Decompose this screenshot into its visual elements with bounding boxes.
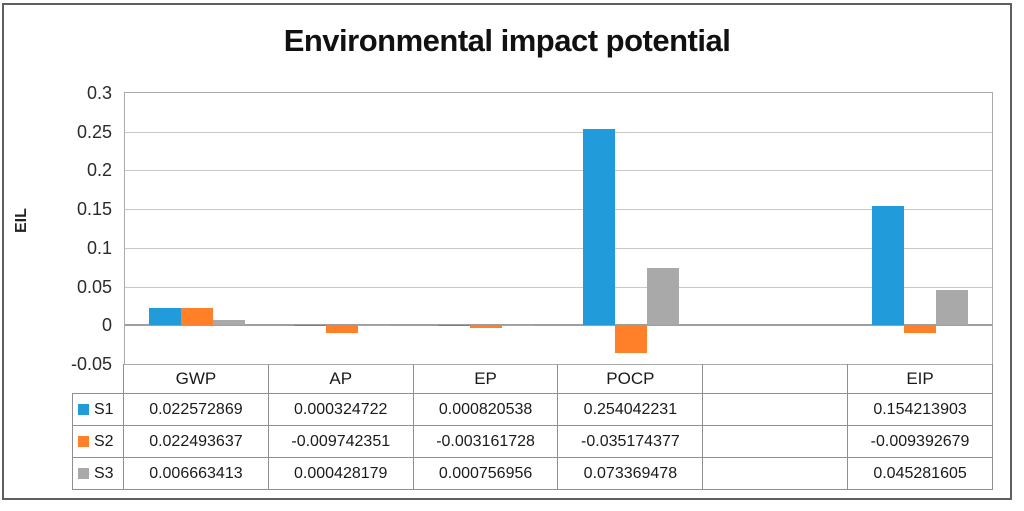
table-value: 0.000428179 <box>268 458 414 490</box>
y-tick-label: 0.15 <box>76 199 112 220</box>
table-value: 0.000324722 <box>268 394 414 426</box>
gridline <box>125 247 992 249</box>
table-value: 0.022572869 <box>124 394 269 426</box>
bar-s3-pocp <box>646 268 679 326</box>
bar-s2-ap <box>325 325 358 333</box>
table-value: -0.035174377 <box>558 426 704 458</box>
table-value: -0.003161728 <box>413 426 559 458</box>
legend-label: S2 <box>94 432 114 450</box>
table-value: 0.000820538 <box>413 394 559 426</box>
table-value: 0.006663413 <box>124 458 269 490</box>
bar-s2-pocp <box>614 325 647 353</box>
table-value <box>703 426 849 458</box>
bar-s3-eip <box>935 290 968 326</box>
table-value: -0.009742351 <box>268 426 414 458</box>
table-value: 0.073369478 <box>558 458 704 490</box>
y-axis-title-text: EIL <box>13 208 30 233</box>
legend-swatch-s2 <box>78 436 89 447</box>
gridline <box>125 209 992 211</box>
gridline <box>125 170 992 172</box>
y-tick-label: -0.05 <box>70 354 112 374</box>
table-value: -0.009392679 <box>848 426 993 458</box>
chart-title: Environmental impact potential <box>283 23 731 58</box>
x-axis-zero-line <box>125 324 992 327</box>
category-header-gwp: GWP <box>124 364 269 394</box>
bar-s1-pocp <box>582 128 615 326</box>
legend-key-s3: S3 <box>72 458 124 490</box>
legend-swatch-s1 <box>78 404 89 415</box>
legend-label: S3 <box>94 464 114 482</box>
y-tick-label: 0.25 <box>76 121 112 142</box>
table-value: 0.045281605 <box>848 458 993 490</box>
legend-key-s1: S1 <box>72 394 124 426</box>
bar-s3-gwp <box>213 320 246 326</box>
table-value <box>703 394 849 426</box>
category-header-blank <box>703 364 849 394</box>
y-tick-label: 0.3 <box>86 83 112 103</box>
table-value: 0.000756956 <box>413 458 559 490</box>
legend-key-s2: S2 <box>72 426 124 458</box>
category-header-eip: EIP <box>848 364 993 394</box>
bar-s1-ap <box>293 324 326 326</box>
bar-s2-eip <box>903 325 936 333</box>
legend-swatch-s3 <box>78 468 89 479</box>
y-tick-label: 0 <box>101 315 112 336</box>
bar-s1-gwp <box>149 307 182 326</box>
table-value: 0.022493637 <box>124 426 269 458</box>
y-tick-label: 0.2 <box>86 160 112 181</box>
table-corner-spacer <box>72 364 124 394</box>
gridline <box>125 286 992 288</box>
table-value <box>703 458 849 490</box>
bar-s1-ep <box>438 324 471 326</box>
data-table: GWP AP EP POCP EIP S1 0.022572869 0.000324722 0.… <box>72 364 993 490</box>
legend-label: S1 <box>94 400 114 418</box>
bar-s3-ep <box>502 324 535 326</box>
gridline <box>125 131 992 133</box>
bar-s2-ep <box>470 325 503 328</box>
category-header-pocp: POCP <box>558 364 704 394</box>
y-tick-label: 0.1 <box>86 237 112 258</box>
category-header-ep: EP <box>413 364 559 394</box>
table-value: 0.154213903 <box>848 394 993 426</box>
category-header-ap: AP <box>268 364 414 394</box>
table-value: 0.254042231 <box>558 394 704 426</box>
bar-s2-gwp <box>181 307 214 326</box>
plot-area <box>124 92 993 365</box>
y-tick-label: 0.05 <box>76 276 112 297</box>
bar-s3-ap <box>357 324 390 326</box>
bar-s1-eip <box>871 205 904 326</box>
